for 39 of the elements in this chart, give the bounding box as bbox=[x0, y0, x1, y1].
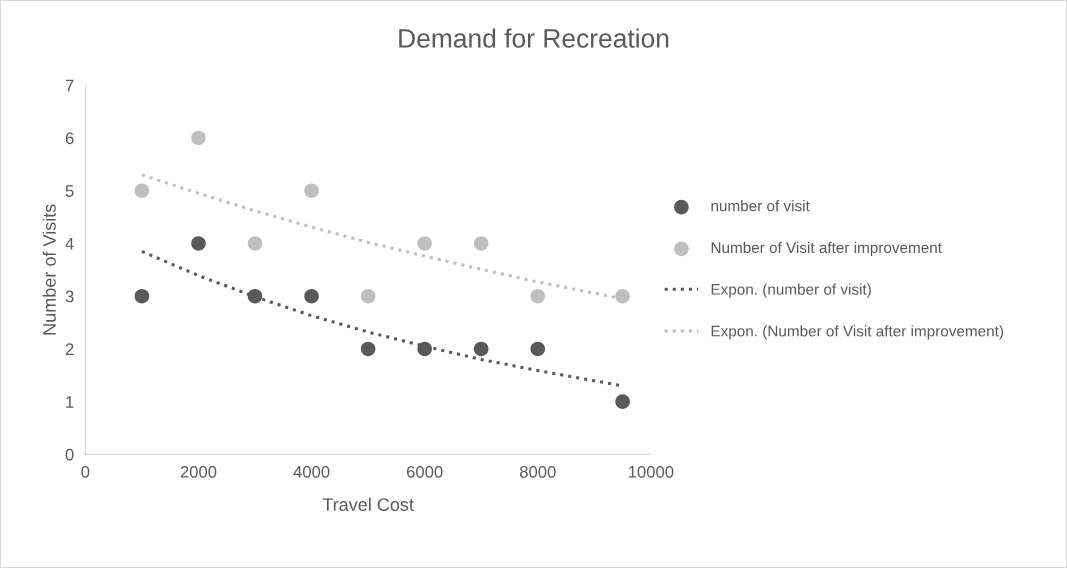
point bbox=[530, 341, 546, 357]
point bbox=[247, 236, 263, 251]
legend-label: number of visit bbox=[711, 200, 810, 212]
point bbox=[134, 183, 150, 198]
point bbox=[417, 341, 432, 357]
x-tick-label: 8000 bbox=[519, 465, 556, 478]
point bbox=[191, 236, 206, 251]
point bbox=[191, 130, 206, 146]
x-tick-label: 4000 bbox=[293, 465, 330, 478]
y-tick-label: 6 bbox=[65, 132, 74, 145]
point bbox=[473, 236, 489, 251]
x-tick-label: 10000 bbox=[628, 465, 674, 478]
legend-label: Expon. (Number of Visit after improvement) bbox=[711, 325, 1004, 340]
point bbox=[360, 288, 376, 304]
y-axis-title: Number of Visits bbox=[42, 204, 56, 335]
y-tick-label: 5 bbox=[65, 185, 74, 197]
point bbox=[247, 288, 263, 304]
x-axis-title: Travel Cost bbox=[322, 497, 414, 511]
y-tick-label: 1 bbox=[66, 396, 74, 408]
chart-title: Demand for Recreation bbox=[399, 28, 669, 48]
point bbox=[417, 236, 432, 251]
y-tick-label: 0 bbox=[65, 448, 74, 461]
x-tick-label: 0 bbox=[81, 465, 90, 478]
x-tick-label: 6000 bbox=[406, 465, 443, 478]
point bbox=[304, 288, 319, 304]
point bbox=[530, 288, 546, 304]
y-tick-label: 2 bbox=[65, 343, 74, 355]
point bbox=[473, 341, 489, 357]
y-tick-label: 3 bbox=[65, 290, 74, 303]
point bbox=[134, 288, 150, 304]
legend-label: Number of Visit after improvement bbox=[711, 241, 942, 257]
point bbox=[360, 341, 376, 357]
y-tick-label: 4 bbox=[65, 238, 74, 250]
legend-label: Expon. (number of visit) bbox=[711, 283, 871, 298]
point bbox=[615, 394, 630, 409]
point bbox=[615, 288, 630, 304]
y-tick-label: 7 bbox=[65, 79, 74, 92]
point bbox=[304, 183, 319, 198]
x-tick-label: 2000 bbox=[180, 465, 217, 478]
